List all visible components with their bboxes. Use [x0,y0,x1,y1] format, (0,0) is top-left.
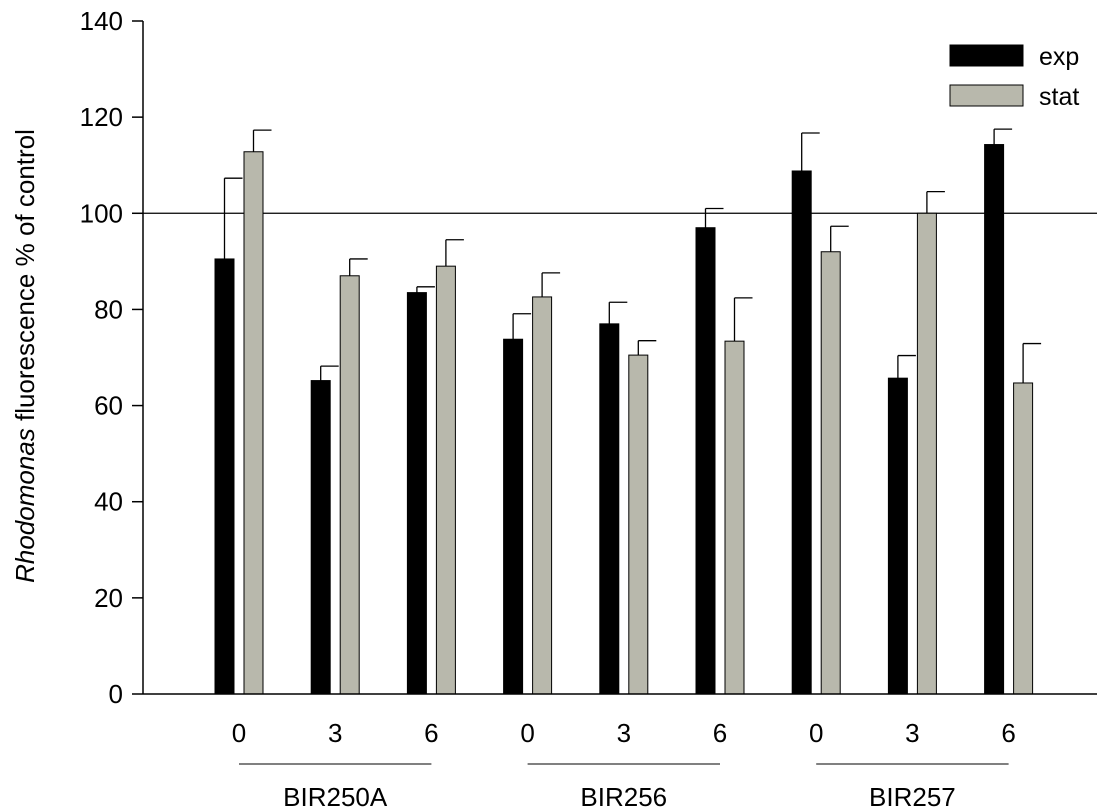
x-tick-label-3: 0 [520,718,534,748]
legend-label-stat: stat [1039,83,1079,111]
bar-exp-2 [406,292,427,695]
x-tick-label-4: 3 [617,718,631,748]
x-tick-label-1: 3 [328,718,342,748]
y-axis-title-italic: Rhodomonas [10,428,40,583]
x-tick-label-0: 0 [232,718,246,748]
bar-exp-4 [599,323,620,695]
bar-stat-7 [916,212,937,695]
group-label-1: BIR256 [580,782,667,812]
legend-swatch-stat [949,84,1024,107]
y-tick-label-140: 140 [80,6,123,36]
bar-stat-1 [339,275,360,695]
group-label-2: BIR257 [869,782,956,812]
legend-label-exp: exp [1039,43,1079,71]
bar-exp-7 [887,377,908,695]
bar-stat-2 [435,265,456,695]
bar-exp-1 [310,380,331,695]
group-label-0: BIR250A [283,782,388,812]
y-tick-label-0: 0 [109,679,123,709]
x-tick-label-6: 0 [809,718,823,748]
x-tick-label-7: 3 [905,718,919,748]
y-tick-label-100: 100 [80,198,123,228]
bar-stat-0 [243,151,264,695]
y-tick-label-40: 40 [94,487,123,517]
y-tick-label-120: 120 [80,102,123,132]
bar-stat-8 [1013,382,1034,695]
x-tick-label-5: 6 [713,718,727,748]
y-axis-title: Rhodomonas fluorescence % of control [10,129,40,583]
legend: exp stat [949,43,1079,111]
bar-stat-4 [628,354,649,695]
bar-stat-5 [724,340,745,695]
bar-stat-6 [820,251,841,695]
legend-swatch-exp [949,44,1024,67]
bar-stat-3 [532,296,553,695]
bar-exp-5 [695,227,716,695]
bar-exp-8 [984,144,1005,695]
y-tick-label-20: 20 [94,583,123,613]
y-axis-title-rest: fluorescence % of control [10,129,40,428]
bar-exp-6 [791,170,812,695]
x-tick-label-8: 6 [1001,718,1015,748]
y-tick-label-80: 80 [94,294,123,324]
bar-exp-0 [214,258,235,695]
x-tick-label-2: 6 [424,718,438,748]
y-tick-label-60: 60 [94,391,123,421]
plot-area [143,128,1097,695]
bar-exp-3 [503,338,524,695]
